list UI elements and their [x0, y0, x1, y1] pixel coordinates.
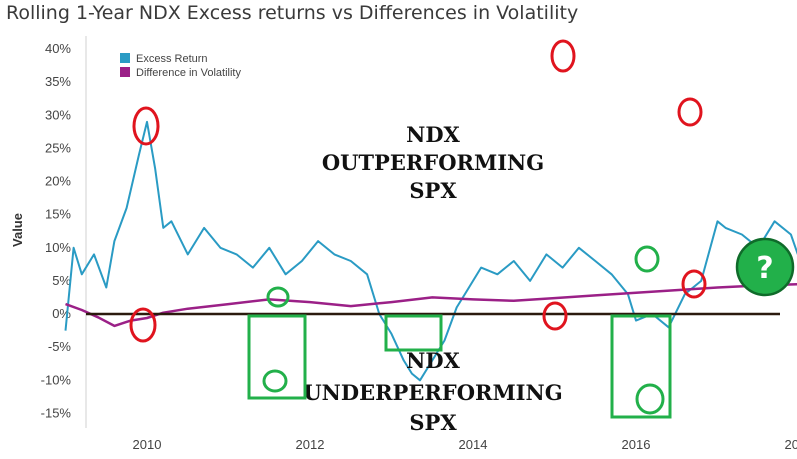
x-tick-label: 2018 [785, 437, 797, 452]
green-circle-2022-vol [634, 245, 660, 273]
annotation-outperform-line-2: OUTPERFORMING [322, 150, 544, 175]
y-axis-label: Value [10, 213, 25, 247]
y-tick-label: 5% [52, 273, 71, 288]
green-box-2013 [247, 314, 307, 400]
question-circle [735, 237, 795, 297]
red-circle-2010-peak [132, 106, 160, 146]
annotation-underperform-line-3: SPX [409, 410, 457, 435]
question-mark: ? [756, 251, 773, 286]
green-circle-2013-trough [262, 369, 288, 393]
red-circle-2009-vol-dip [129, 307, 157, 343]
x-tick-label: 2016 [622, 437, 651, 452]
y-tick-label: 15% [45, 207, 71, 222]
series-line-difference-in-volatility [65, 283, 797, 328]
red-circle-2024-vol [681, 269, 707, 299]
x-tick-label: 2010 [133, 437, 162, 452]
y-tick-label: -15% [41, 405, 72, 420]
annotation-outperform-line-3: SPX [409, 178, 457, 203]
annotation-outperform-line-1: NDX [406, 122, 460, 147]
y-tick-label: -5% [48, 339, 72, 354]
y-tick-label: 10% [45, 240, 71, 255]
green-circle-2013-vol [266, 286, 290, 308]
green-box-2022 [610, 314, 672, 419]
x-tick-label: 2012 [296, 437, 325, 452]
y-tick-label: 30% [45, 107, 71, 122]
green-box-2016 [384, 314, 443, 352]
annotation-underperform-line-2: UNDERPERFORMING [303, 380, 562, 405]
red-circle-2020-vol-dip [542, 301, 568, 331]
y-tick-label: 20% [45, 174, 71, 189]
question-badge: ? [735, 237, 795, 297]
y-tick-labels: 40%35%30%25%20%15%10%5%0%-5%-10%-15% [41, 41, 72, 420]
green-circle-2022-trough [635, 383, 665, 415]
red-circle-2024-peak [677, 97, 703, 127]
legend: Excess Return Difference in Volatility [120, 53, 241, 79]
annotation-underperform-line-1: NDX [406, 348, 460, 373]
legend-label-excess-return: Excess Return [136, 53, 208, 65]
x-tick-labels: 20102012201420162018202020222024 [133, 437, 797, 452]
legend-swatch-difference-in-volatility [120, 67, 130, 77]
y-tick-label: 25% [45, 140, 71, 155]
y-tick-label: 35% [45, 74, 71, 89]
chart-title: Rolling 1-Year NDX Excess returns vs Dif… [6, 2, 579, 24]
series-line-excess-return [64, 120, 797, 382]
legend-label-difference-in-volatility: Difference in Volatility [136, 67, 241, 79]
legend-swatch-excess-return [120, 53, 130, 63]
series-layer [64, 120, 797, 382]
y-tick-label: 40% [45, 41, 71, 56]
y-tick-label: -10% [41, 372, 72, 387]
x-tick-label: 2014 [459, 437, 488, 452]
red-circle-2020-peak [550, 39, 576, 73]
